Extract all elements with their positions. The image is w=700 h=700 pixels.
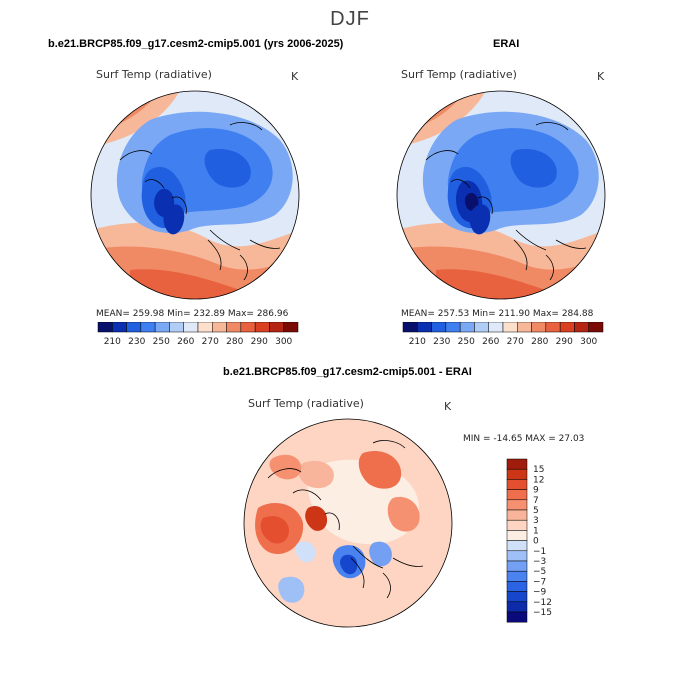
panel3-colorbar-swatch [506, 570, 528, 582]
panel1-colorbar-tick-label: 230 [128, 337, 145, 346]
panel2-colorbar-swatch [574, 322, 589, 333]
panel2-colorbar-swatch [588, 322, 604, 333]
panel3-stats: MIN = -14.65 MAX = 27.03 [463, 434, 585, 444]
panel3-colorbar-tick-label: 9 [533, 486, 539, 496]
panel2-colorbar-tick-label: 260 [482, 337, 499, 346]
panel1-colorbar-tick-label: 260 [177, 337, 194, 346]
panel2-colorbar-swatch [417, 322, 432, 333]
panel2-colorbar-tick-label: 270 [507, 337, 524, 346]
panel1-units-label: K [291, 70, 299, 83]
panel3-units-label: K [444, 400, 452, 413]
panel3-colorbar-swatch [506, 591, 528, 603]
panel1-colorbar-swatch [226, 322, 242, 333]
panel2-stats: MEAN= 257.53 Min= 211.90 Max= 284.88 [401, 309, 594, 319]
panel3-colorbar-swatch [506, 458, 528, 470]
panel3-colorbar-swatch [506, 519, 528, 531]
figure-title: DJF [330, 8, 370, 30]
panel2-variable-label: Surf Temp (radiative) [401, 68, 517, 81]
panel2-colorbar-swatch [531, 322, 547, 333]
panel3-variable-label: Surf Temp (radiative) [248, 397, 364, 410]
panel1-colorbar-tick-label: 270 [202, 337, 219, 346]
panel1-colorbar-swatch [154, 322, 170, 333]
panel1-colorbar-swatch [126, 322, 142, 333]
panel1-stats: MEAN= 259.98 Min= 232.89 Max= 286.96 [96, 309, 289, 319]
panel2-colorbar-tick-label: 290 [556, 337, 573, 346]
panel2-units-label: K [597, 70, 605, 83]
panel3-colorbar-tick-label: 15 [533, 465, 544, 475]
panel3-colorbar-swatch [506, 540, 528, 552]
panel1-colorbar-swatch [240, 322, 256, 333]
panel3-colorbar-swatch [506, 499, 528, 511]
panel1-colorbar-swatch [183, 322, 199, 333]
panel1-colorbar-swatch [169, 322, 184, 333]
panel1-colorbar-swatch [212, 322, 227, 333]
panel3-colorbar-tick-label: 1 [533, 526, 539, 536]
panel2-colorbar-swatch [459, 322, 475, 333]
panel3-colorbar-swatch [506, 581, 528, 592]
panel1-colorbar-swatch [97, 322, 113, 333]
panel3-colorbar-tick-label: 3 [533, 516, 539, 526]
panel2-colorbar-swatch [445, 322, 461, 333]
panel2-colorbar-swatch [488, 322, 504, 333]
panel3-colorbar-tick-label: 12 [533, 475, 544, 485]
panel2-colorbar-swatch [559, 322, 575, 333]
panel1-colorbar-swatch [112, 322, 127, 333]
panel1-colorbar-tick-label: 290 [251, 337, 268, 346]
panel3-colorbar-swatch [506, 489, 528, 501]
panel1-colorbar-tick-label: 250 [153, 337, 170, 346]
panel2-colorbar-tick-label: 300 [580, 337, 597, 346]
panel3-colorbar-tick-label: −5 [533, 567, 546, 577]
panel1-variable-label: Surf Temp (radiative) [96, 68, 212, 81]
panel1-colorbar-swatch [254, 322, 270, 333]
panel3-colorbar-swatch [506, 479, 528, 490]
panel1-colorbar-swatch [269, 322, 284, 333]
panel1-colorbar-tick-label: 280 [226, 337, 243, 346]
panel3-colorbar-swatch [506, 550, 528, 562]
panel1-colorbar-swatch [197, 322, 213, 333]
panel3-colorbar-swatch [506, 509, 528, 521]
panel1-title: b.e21.BRCP85.f09_g17.cesm2-cmip5.001 (yr… [48, 38, 344, 50]
panel3-colorbar-tick-label: −3 [533, 557, 546, 567]
panel2-colorbar-swatch [502, 322, 518, 333]
panel1-colorbar: 210 230 250 260 270 280 290 300 [97, 322, 299, 346]
panel2-colorbar-swatch [402, 322, 418, 333]
panel3-map [243, 418, 453, 628]
panel1-colorbar-tick-label: 300 [275, 337, 292, 346]
panel3-colorbar-swatch [506, 530, 528, 541]
panel3-colorbar-tick-label: −15 [533, 608, 552, 618]
panel3-colorbar-tick-label: −7 [533, 577, 546, 587]
panel2-colorbar-swatch [545, 322, 561, 333]
panel1-colorbar-swatch [283, 322, 299, 333]
panel2-map [396, 90, 606, 300]
panel3-title: b.e21.BRCP85.f09_g17.cesm2-cmip5.001 - E… [223, 366, 472, 378]
panel3-colorbar-tick-label: 5 [533, 506, 539, 516]
panel2-colorbar-swatch [431, 322, 447, 333]
panel3-colorbar-tick-label: −12 [533, 598, 552, 608]
panel3-colorbar-swatch [506, 601, 528, 613]
panel2-colorbar-swatch [474, 322, 489, 333]
panel3-colorbar-tick-label: −1 [533, 547, 546, 557]
panel1-colorbar-tick-label: 210 [104, 337, 121, 346]
panel2-title: ERAI [493, 38, 520, 50]
panel3-colorbar-swatch [506, 611, 528, 623]
panel2-colorbar: 210 230 250 260 270 280 290 300 [402, 322, 604, 346]
panel2-colorbar-swatch [517, 322, 532, 333]
panel3-colorbar-swatch [506, 560, 528, 572]
panel2-colorbar-tick-label: 280 [531, 337, 548, 346]
panel2-colorbar-tick-label: 230 [433, 337, 450, 346]
panel2-colorbar-tick-label: 250 [458, 337, 475, 346]
panel1-colorbar-swatch [140, 322, 156, 333]
panel3-colorbar-swatch [506, 468, 528, 480]
panel2-colorbar-tick-label: 210 [409, 337, 426, 346]
panel1-map [90, 90, 300, 300]
panel3-colorbar-tick-label: 0 [533, 537, 539, 547]
panel3-colorbar-tick-label: 7 [533, 496, 539, 506]
panel3-colorbar-tick-label: −9 [533, 588, 547, 598]
